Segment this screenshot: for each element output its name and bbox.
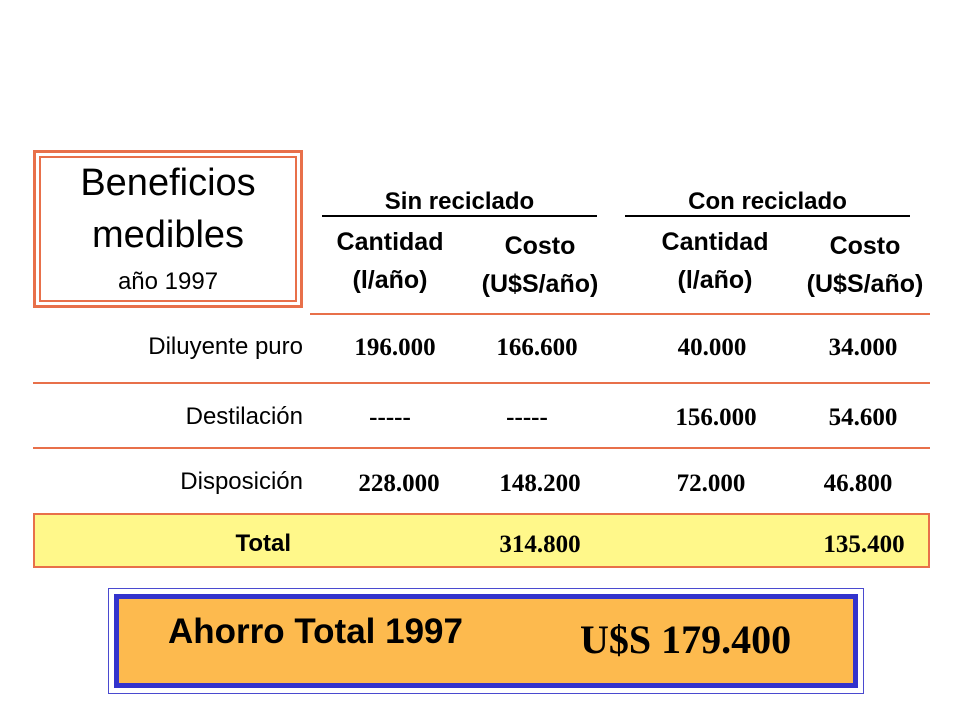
group-header-sin-reciclado: Sin reciclado	[384, 188, 535, 215]
cell-disposicion-sin-cantidad: 228.000	[358, 470, 440, 497]
cell-diluyente-sin-cantidad: 196.000	[354, 334, 436, 361]
row-label-destilacion: Destilación	[185, 403, 303, 430]
col-header-cantidad-unit: (l/año)	[677, 266, 753, 294]
total-con-costo: 135.400	[823, 531, 905, 558]
cell-disposicion-con-costo: 46.800	[823, 470, 893, 497]
cell-destilacion-con-costo: 54.600	[828, 404, 898, 431]
cell-diluyente-sin-costo: 166.600	[496, 334, 578, 361]
header-divider	[310, 313, 930, 315]
col-header-costo-unit: (U$S/año)	[481, 270, 599, 298]
col-header-cantidad-unit: (l/año)	[352, 266, 428, 294]
total-row	[33, 513, 930, 568]
savings-box	[114, 594, 858, 688]
col-header-costo-label: Costo	[504, 232, 576, 260]
row-label-diluyente: Diluyente puro	[148, 333, 303, 360]
title-year: año 1997	[117, 268, 219, 295]
cell-disposicion-sin-costo: 148.200	[499, 470, 581, 497]
row-label-disposicion: Disposición	[180, 468, 303, 495]
savings-value: U$S 179.400	[580, 617, 792, 662]
row-divider-2	[33, 447, 930, 449]
col-header-sin-costo: Costo (U$S/año)	[460, 229, 620, 301]
cell-destilacion-sin-cantidad: -----	[369, 404, 411, 431]
row-divider-1	[33, 382, 930, 384]
cell-diluyente-con-cantidad: 40.000	[677, 334, 747, 361]
col-header-con-cantidad: Cantidad (l/año)	[640, 225, 790, 297]
title-box	[33, 150, 303, 308]
cell-destilacion-sin-costo: -----	[506, 404, 548, 431]
group-underline-con	[625, 215, 910, 217]
cell-destilacion-con-cantidad: 156.000	[675, 404, 757, 431]
col-header-cantidad-label: Cantidad	[661, 228, 769, 256]
group-header-con-reciclado: Con reciclado	[688, 188, 847, 215]
savings-label: Ahorro Total 1997	[168, 612, 463, 651]
group-underline-sin	[322, 215, 597, 217]
col-header-sin-cantidad: Cantidad (l/año)	[315, 225, 465, 297]
cell-disposicion-con-cantidad: 72.000	[676, 470, 746, 497]
col-header-costo-unit: (U$S/año)	[806, 270, 924, 298]
total-sin-costo: 314.800	[499, 531, 581, 558]
title-line-2: medibles	[91, 214, 245, 256]
col-header-con-costo: Costo (U$S/año)	[785, 229, 945, 301]
col-header-costo-label: Costo	[829, 232, 901, 260]
title-line-1: Beneficios	[80, 162, 256, 204]
col-header-cantidad-label: Cantidad	[336, 228, 444, 256]
cell-diluyente-con-costo: 34.000	[828, 334, 898, 361]
total-label: Total	[235, 530, 291, 557]
